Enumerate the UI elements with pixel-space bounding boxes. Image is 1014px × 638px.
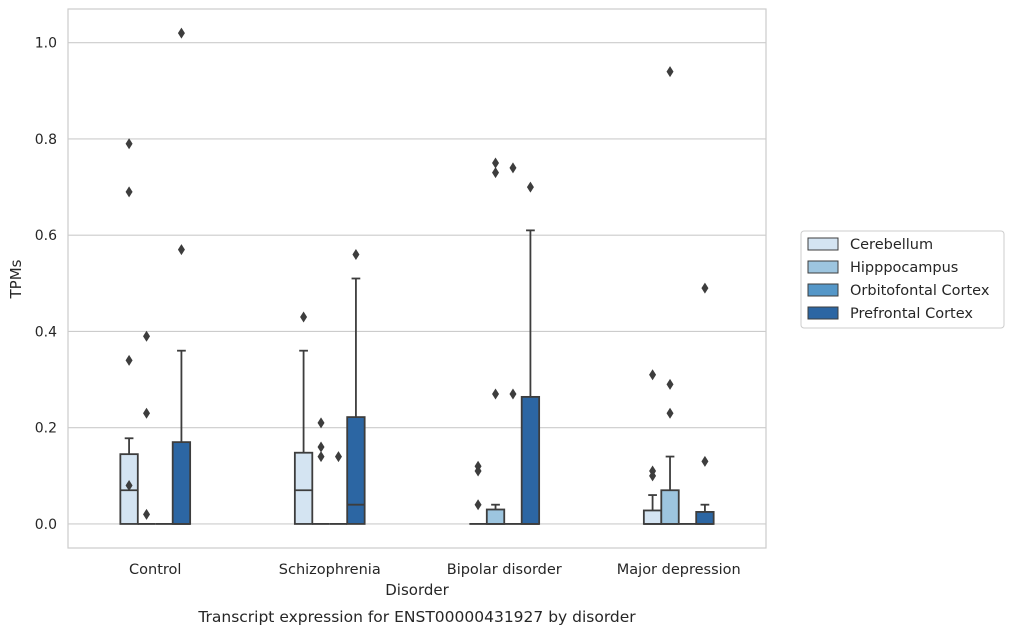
legend-label: Cerebellum	[850, 237, 933, 253]
outlier-point	[177, 27, 185, 39]
legend-swatch	[807, 237, 839, 251]
legend-swatch	[807, 306, 839, 320]
outlier-point	[649, 470, 657, 482]
box-group	[695, 282, 715, 525]
legend-label: Hipppocampus	[850, 260, 958, 276]
box	[520, 395, 541, 525]
outlier-point	[125, 186, 133, 198]
outlier-point	[177, 244, 185, 256]
y-tick-label: 0.4	[35, 324, 57, 340]
outlier-point	[474, 499, 482, 511]
outlier-point	[125, 479, 133, 491]
x-tick-label: Major depression	[617, 562, 741, 578]
x-tick-label: Schizophrenia	[279, 562, 381, 578]
legend-swatch	[807, 260, 839, 274]
legend-frame	[800, 230, 1005, 329]
outlier-point	[317, 441, 325, 453]
outlier-point	[492, 388, 500, 400]
box	[660, 489, 680, 525]
legend: Cerebellum Hipppocampus Orbitofontal Corte…	[800, 230, 1005, 329]
outlier-point	[509, 162, 517, 174]
box	[346, 416, 366, 525]
y-tick-label: 1.0	[35, 36, 57, 52]
box	[695, 511, 715, 525]
box-group	[520, 181, 541, 525]
chart-caption: Transcript expression for ENST0000043192…	[197, 608, 636, 626]
y-tick-label: 0.8	[35, 132, 57, 148]
outlier-point	[649, 369, 657, 381]
box-group	[293, 311, 314, 525]
box-group	[660, 66, 680, 525]
outlier-point	[317, 417, 325, 429]
y-tick-label: 0.6	[35, 228, 57, 244]
outlier-point	[492, 157, 500, 169]
box-group	[312, 417, 330, 525]
outlier-point	[492, 167, 500, 179]
outlier-point	[125, 138, 133, 150]
outlier-point	[143, 330, 151, 342]
boxes-layer	[119, 27, 715, 525]
box-group	[137, 330, 156, 525]
x-axis-label: Disorder	[385, 581, 449, 599]
legend-label: Prefrontal Cortex	[850, 306, 973, 322]
y-tick-label: 0.2	[35, 421, 57, 437]
outlier-point	[701, 455, 709, 467]
outlier-point	[666, 378, 674, 390]
box-group	[469, 460, 487, 525]
x-tick-label: Control	[129, 562, 181, 578]
plot-frame	[67, 8, 767, 549]
box	[485, 508, 506, 525]
box-group	[485, 157, 506, 525]
outlier-point	[317, 451, 325, 463]
x-tick-label: Bipolar disorder	[447, 562, 562, 578]
outlier-point	[300, 311, 308, 323]
box-group	[504, 162, 522, 525]
box-group	[346, 248, 366, 525]
box-group	[329, 451, 348, 525]
outlier-point	[125, 354, 133, 366]
y-tick-label: 0.0	[35, 517, 57, 533]
outlier-point	[334, 451, 342, 463]
outlier-point	[526, 181, 534, 193]
y-axis-label: TPMs	[7, 259, 25, 299]
outlier-point	[143, 508, 151, 520]
legend-items: Cerebellum Hipppocampus Orbitofontal Corte…	[807, 237, 990, 322]
box	[293, 451, 314, 525]
box-group	[119, 138, 139, 525]
outlier-point	[474, 465, 482, 477]
outlier-point	[143, 407, 151, 419]
box	[171, 441, 192, 525]
box-group	[642, 369, 663, 525]
outlier-point	[666, 66, 674, 78]
x-axis-ticks: Control Schizophrenia Bipolar disorder Majo…	[129, 562, 741, 578]
legend-swatch	[807, 283, 839, 297]
outlier-point	[352, 248, 360, 260]
outlier-point	[701, 282, 709, 294]
y-axis-ticks: 0.0 0.2 0.4 0.6 0.8 1.0	[35, 36, 57, 533]
box-group	[171, 27, 192, 525]
outlier-point	[666, 407, 674, 419]
box	[642, 509, 663, 525]
outlier-point	[509, 388, 517, 400]
legend-label: Orbitofontal Cortex	[850, 283, 990, 299]
